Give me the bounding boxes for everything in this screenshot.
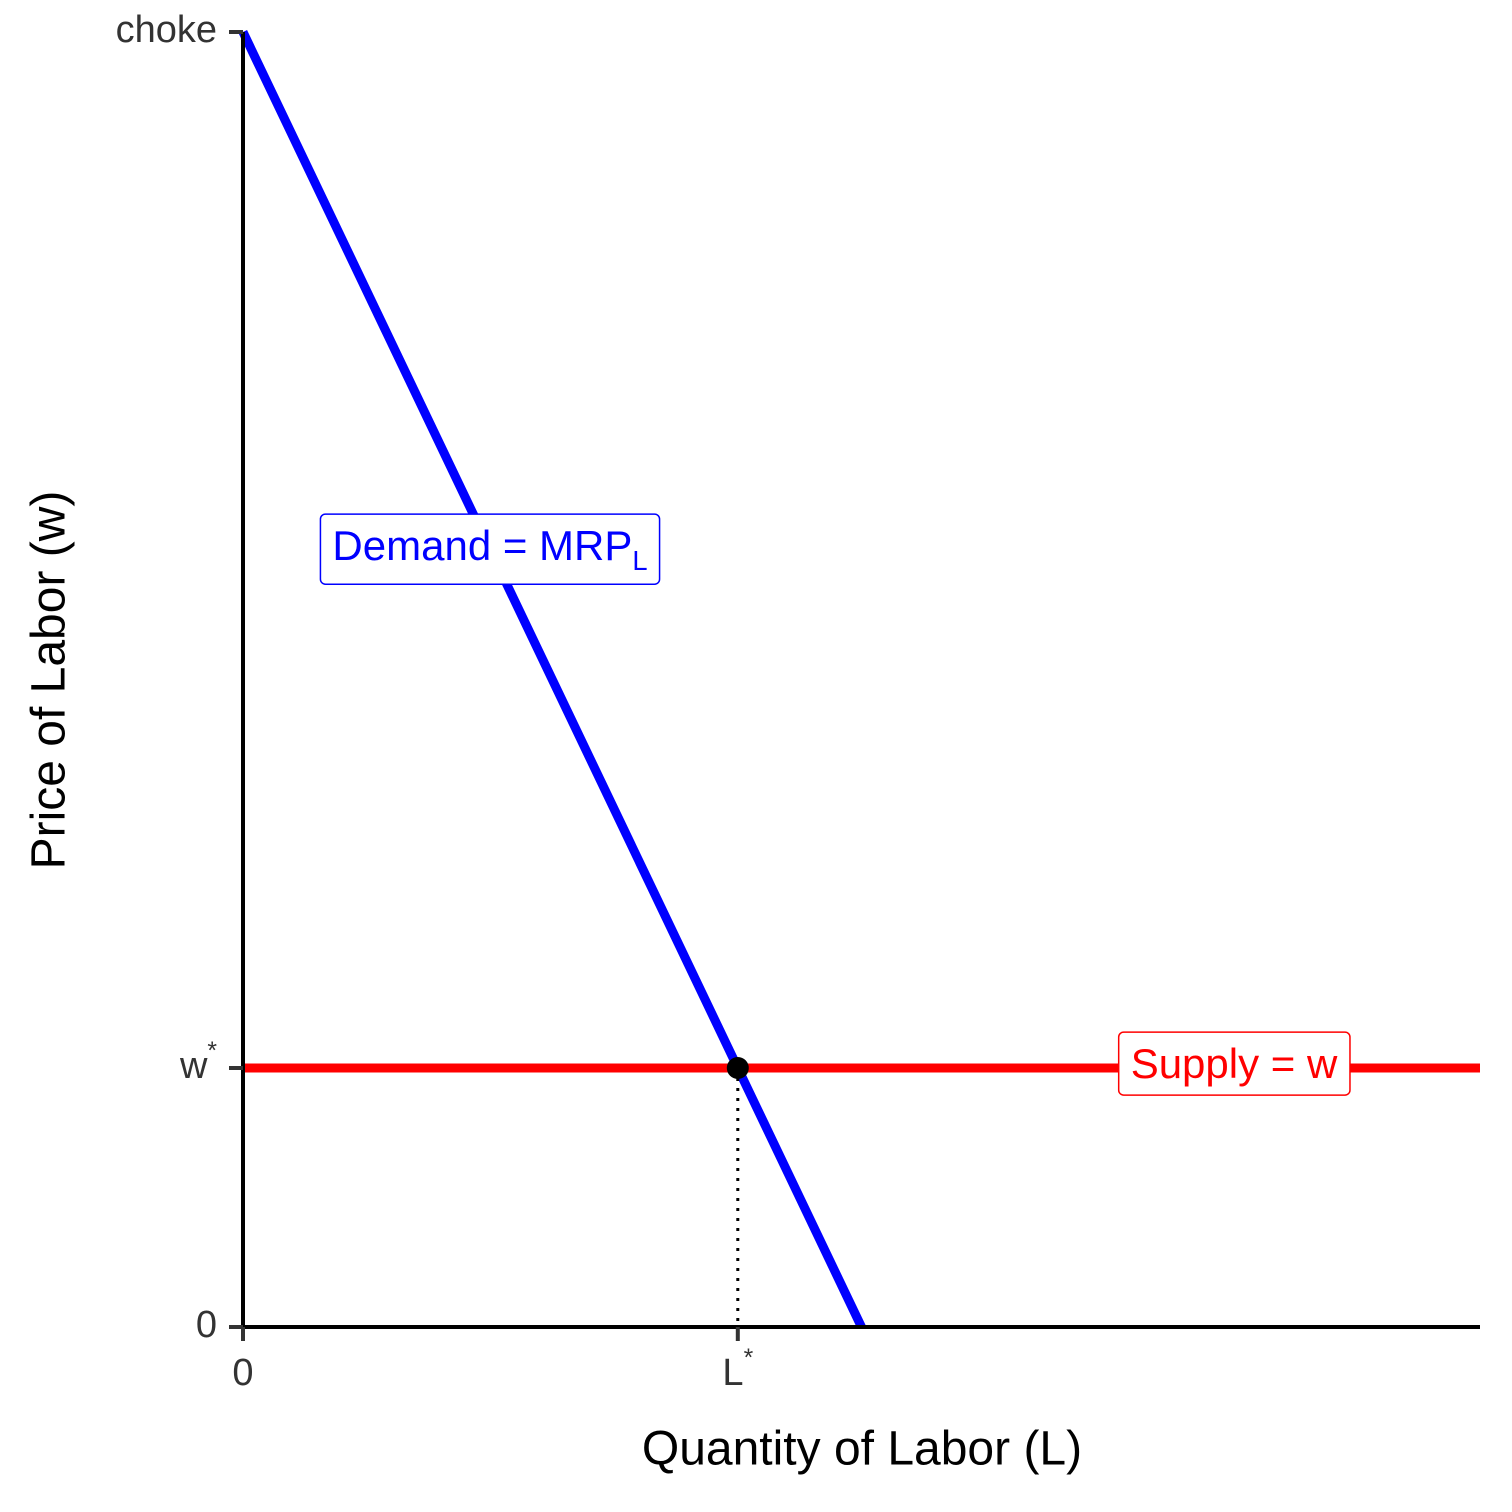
y-axis-title: Price of Labor (w) xyxy=(23,491,76,870)
y-tick-label: choke xyxy=(116,9,217,51)
series-line xyxy=(238,30,866,1329)
series-label-box xyxy=(1117,1031,1351,1096)
series-label-box xyxy=(319,513,661,585)
series-label-main: Supply = w xyxy=(1131,1040,1338,1087)
x-tick-label-main: L xyxy=(722,1352,743,1394)
x-tick-label: 0 xyxy=(232,1352,253,1394)
series-label: Supply = w xyxy=(1131,1040,1338,1087)
equilibrium-point xyxy=(726,1057,749,1079)
series-label-sub: L xyxy=(632,545,647,576)
y-tick-label: w* xyxy=(179,1038,217,1088)
y-tick-label-sup: * xyxy=(207,1038,217,1065)
y-tick-label: 0 xyxy=(196,1304,217,1346)
series-label-main: Demand = MRP xyxy=(332,522,632,569)
x-tick-label: L* xyxy=(722,1345,753,1395)
y-tick-label-main: w xyxy=(179,1045,208,1087)
x-tick-label-sup: * xyxy=(744,1345,754,1372)
y-tick-label-main: choke xyxy=(116,9,217,51)
series-label: Demand = MRPL xyxy=(332,522,647,576)
x-axis-title: Quantity of Labor (L) xyxy=(642,1423,1082,1476)
